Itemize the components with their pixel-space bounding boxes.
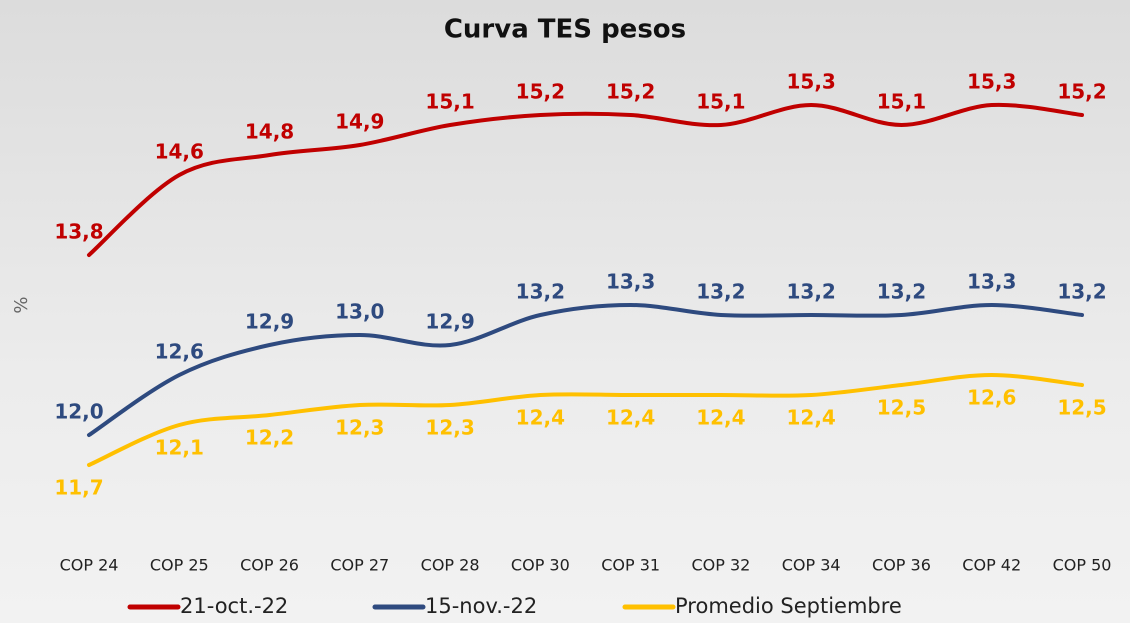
x-tick-label: COP 36 — [872, 556, 931, 575]
data-label: 13,3 — [967, 270, 1016, 294]
x-tick-label: COP 31 — [601, 556, 660, 575]
x-tick-label: COP 34 — [782, 556, 841, 575]
legend-label: Promedio Septiembre — [675, 594, 902, 618]
data-label: 12,4 — [696, 406, 745, 430]
chart-title: Curva TES pesos — [444, 15, 686, 45]
x-tick-label: COP 25 — [150, 556, 209, 575]
series-line — [87, 102, 1084, 257]
data-label: 12,1 — [155, 436, 204, 460]
data-label: 12,4 — [606, 406, 655, 430]
data-label: 12,9 — [245, 310, 294, 334]
data-label: 12,4 — [787, 406, 836, 430]
data-label: 13,8 — [54, 220, 103, 244]
data-label: 12,9 — [425, 310, 474, 334]
y-axis-label: % — [11, 296, 32, 313]
legend-label: 21-oct.-22 — [180, 594, 288, 618]
data-label: 12,0 — [54, 400, 103, 424]
data-label: 12,3 — [425, 416, 474, 440]
x-tick-label: COP 50 — [1053, 556, 1112, 575]
data-label: 13,0 — [335, 300, 384, 324]
x-tick-label: COP 24 — [60, 556, 119, 575]
data-label: 12,4 — [516, 406, 565, 430]
series-line — [87, 302, 1084, 437]
data-label: 15,3 — [787, 70, 836, 94]
data-label: 12,5 — [1057, 396, 1106, 420]
data-label: 11,7 — [54, 476, 103, 500]
x-tick-label: COP 27 — [330, 556, 389, 575]
data-label: 12,2 — [245, 426, 294, 450]
data-label: 15,1 — [877, 90, 926, 114]
data-label: 13,2 — [787, 280, 836, 304]
data-label: 14,8 — [245, 120, 294, 144]
data-label: 13,2 — [696, 280, 745, 304]
x-tick-label: COP 30 — [511, 556, 570, 575]
x-tick-label: COP 42 — [962, 556, 1021, 575]
data-label: 13,2 — [1057, 280, 1106, 304]
x-tick-label: COP 32 — [691, 556, 750, 575]
data-label: 12,3 — [335, 416, 384, 440]
data-label: 13,2 — [516, 280, 565, 304]
data-label: 14,6 — [155, 140, 204, 164]
data-label: 15,2 — [606, 80, 655, 104]
data-label: 15,1 — [425, 90, 474, 114]
legend-label: 15-nov.-22 — [425, 594, 537, 618]
data-label: 13,2 — [877, 280, 926, 304]
series-line — [87, 372, 1084, 467]
data-label: 13,3 — [606, 270, 655, 294]
data-label: 15,1 — [696, 90, 745, 114]
data-label: 15,2 — [1057, 80, 1106, 104]
data-label: 15,3 — [967, 70, 1016, 94]
data-label: 12,6 — [155, 340, 204, 364]
x-tick-label: COP 28 — [421, 556, 480, 575]
data-label: 12,5 — [877, 396, 926, 420]
data-label: 12,6 — [967, 386, 1016, 410]
data-label: 14,9 — [335, 110, 384, 134]
x-tick-label: COP 26 — [240, 556, 299, 575]
data-label: 15,2 — [516, 80, 565, 104]
